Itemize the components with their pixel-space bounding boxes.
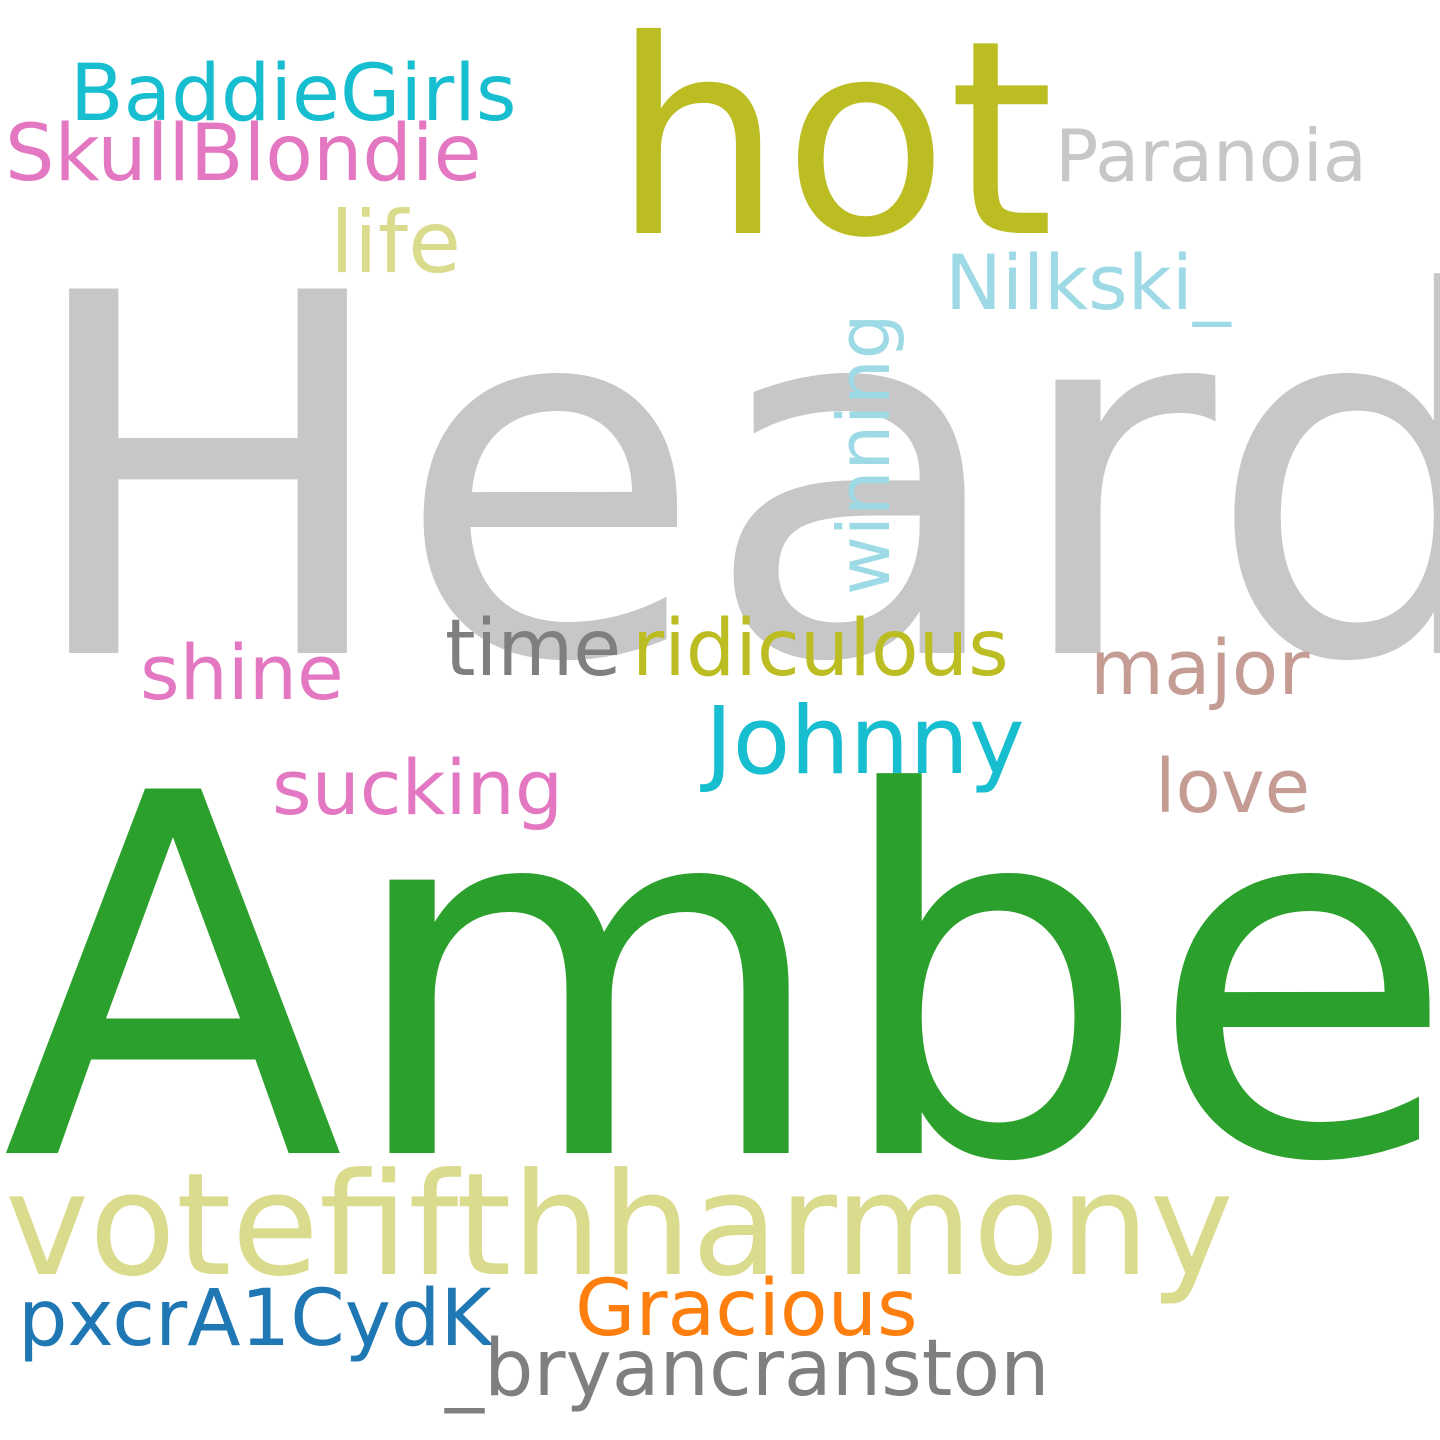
word-heard: Heard [20,189,1440,771]
word-nilkski: Nilkski_ [945,238,1231,327]
word-major: major [1090,623,1310,712]
word-baddiegirls: BaddieGirls [70,49,517,139]
word-gracious: Gracious [575,1264,918,1354]
word-life: life [330,193,461,293]
word-amber: Amber [2,689,1440,1271]
word-skullblondie: SkullBlondie [5,109,482,199]
word-shine: shine [140,628,344,717]
word-sucking: sucking [272,743,564,832]
word-time: time [445,604,622,694]
word-hot: hot [612,0,1055,297]
word-love: love [1155,744,1311,830]
word-winning: winning [822,313,906,596]
word-pxcra1cydk: pxcrA1CydK [18,1274,492,1364]
word-ridiculous: ridiculous [632,604,1009,694]
word-votefifthharmony: votefifthharmony [5,1143,1234,1308]
word-paranoia: Paranoia [1055,114,1367,198]
word-johnny: Johnny [705,687,1025,796]
word-bryancranston: _bryancranston [445,1324,1050,1414]
